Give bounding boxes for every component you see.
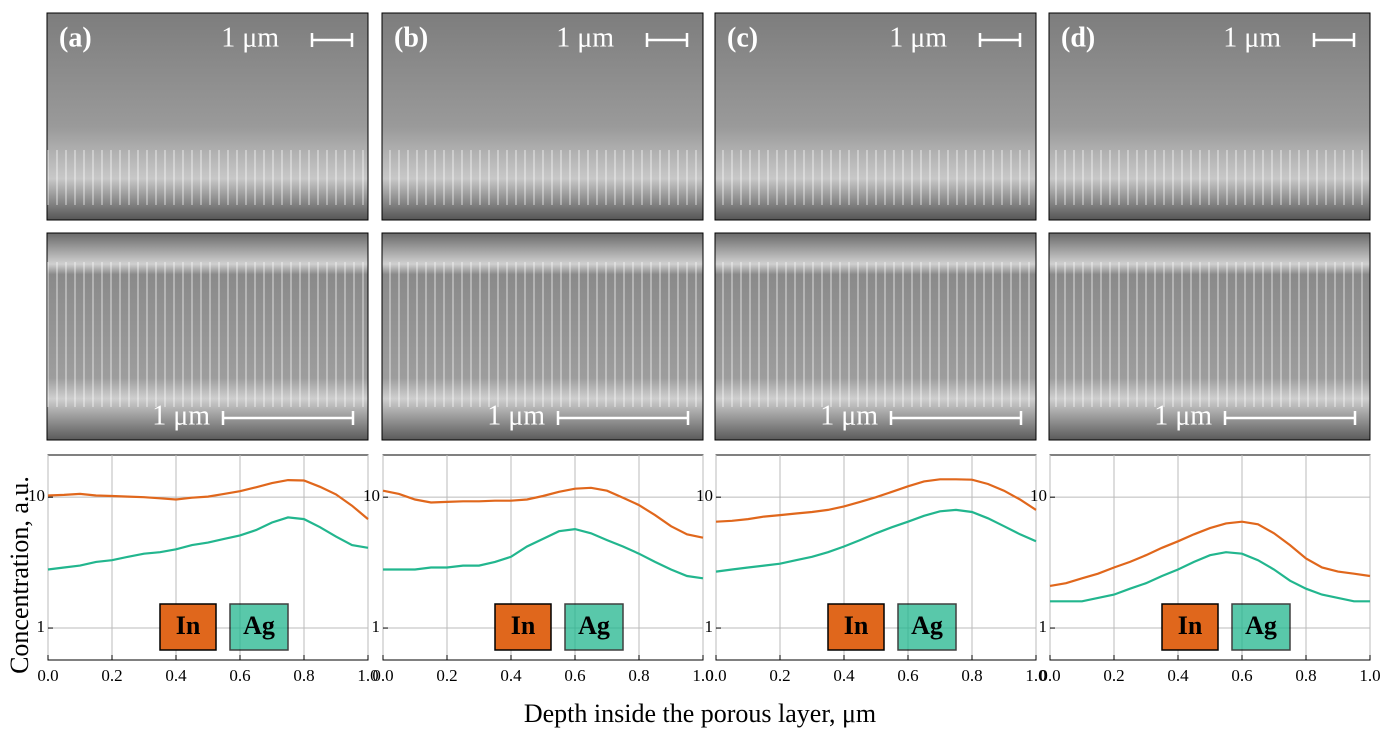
- series-line: [1049, 520, 1371, 587]
- scale-label: 1 μm: [221, 22, 279, 53]
- x-tick-label: 1.0: [1359, 666, 1380, 685]
- scale-bar: [1312, 33, 1356, 47]
- legend-label: In: [844, 611, 869, 640]
- scale-label: 1 μm: [152, 400, 210, 431]
- legend-swatch: [159, 603, 217, 651]
- x-tick-label: 0.0: [372, 666, 393, 685]
- x-tick-label: 0.8: [293, 666, 314, 685]
- sem-texture: [382, 262, 703, 407]
- panel-label: (b): [394, 22, 428, 53]
- series-line: [715, 478, 1037, 523]
- x-tick-label: 0.4: [1167, 666, 1189, 685]
- scale-label: 1 μm: [487, 400, 545, 431]
- legend-swatch: [827, 603, 885, 651]
- series-line: [382, 486, 704, 539]
- sem-texture: [1049, 150, 1370, 205]
- y-tick-label: 1: [372, 617, 381, 636]
- x-tick-label: 0.0: [1039, 666, 1060, 685]
- panel-label: (c): [727, 22, 758, 53]
- x-tick-label: 1.0: [692, 666, 713, 685]
- legend-label: Ag: [911, 611, 943, 640]
- legend-label: Ag: [243, 611, 275, 640]
- x-tick-label: 0.4: [833, 666, 855, 685]
- y-tick-label: 10: [1030, 486, 1047, 505]
- legend-label: In: [1178, 611, 1203, 640]
- sem-texture: [715, 262, 1036, 407]
- series-line: [383, 527, 704, 580]
- x-tick-label: 1.0: [357, 666, 378, 685]
- x-tick-label: 0.2: [101, 666, 122, 685]
- legend-swatch: [494, 603, 552, 651]
- x-tick-label: 0.6: [897, 666, 918, 685]
- scale-bar: [556, 411, 690, 425]
- y-tick-label: 10: [696, 486, 713, 505]
- x-axis-label: Depth inside the porous layer, μm: [524, 699, 876, 728]
- x-tick-label: 1.0: [1025, 666, 1046, 685]
- x-tick-label: 0.2: [769, 666, 790, 685]
- x-tick-label: 0.0: [37, 666, 58, 685]
- legend-label: Ag: [578, 611, 610, 640]
- x-tick-label: 0.8: [1295, 666, 1316, 685]
- y-tick-label: 1: [37, 617, 46, 636]
- sem-texture: [47, 150, 368, 205]
- panel-label: (a): [59, 22, 92, 53]
- sem-texture: [715, 150, 1036, 205]
- scale-bar: [1223, 411, 1357, 425]
- legend-label: In: [176, 611, 201, 640]
- x-tick-label: 0.6: [229, 666, 250, 685]
- scale-bar: [645, 33, 689, 47]
- sem-texture: [382, 150, 703, 205]
- legend-swatch: [229, 603, 289, 651]
- scale-label: 1 μm: [556, 22, 614, 53]
- series-line: [1050, 551, 1370, 603]
- scale-label: 1 μm: [1154, 400, 1212, 431]
- x-tick-label: 0.0: [705, 666, 726, 685]
- x-tick-label: 0.2: [1103, 666, 1124, 685]
- sem-texture: [1049, 262, 1370, 407]
- x-tick-label: 0.8: [961, 666, 982, 685]
- y-tick-label: 10: [28, 486, 45, 505]
- legend-label: In: [511, 611, 536, 640]
- scale-label: 1 μm: [1223, 22, 1281, 53]
- scale-bar: [889, 411, 1023, 425]
- series-line: [47, 516, 369, 571]
- sem-texture: [47, 262, 368, 407]
- panel-label: (d): [1061, 22, 1095, 53]
- x-tick-label: 0.4: [500, 666, 522, 685]
- y-tick-label: 1: [705, 617, 714, 636]
- x-tick-label: 0.8: [628, 666, 649, 685]
- x-tick-label: 0.4: [165, 666, 187, 685]
- scale-bar: [310, 33, 354, 47]
- y-axis-label: Concentration, a.u.: [5, 476, 34, 674]
- x-tick-label: 0.6: [564, 666, 585, 685]
- scale-bar: [221, 411, 355, 425]
- legend-label: Ag: [1245, 611, 1277, 640]
- scale-label: 1 μm: [820, 400, 878, 431]
- series-line: [715, 508, 1037, 573]
- legend-swatch: [1161, 603, 1219, 651]
- legend-swatch: [1231, 603, 1291, 651]
- y-tick-label: 10: [363, 486, 380, 505]
- legend-swatch: [897, 603, 957, 651]
- legend-swatch: [564, 603, 624, 651]
- scale-label: 1 μm: [889, 22, 947, 53]
- scale-bar: [978, 33, 1022, 47]
- x-tick-label: 0.2: [436, 666, 457, 685]
- x-tick-label: 0.6: [1231, 666, 1252, 685]
- series-line: [47, 478, 369, 520]
- y-tick-label: 1: [1039, 617, 1048, 636]
